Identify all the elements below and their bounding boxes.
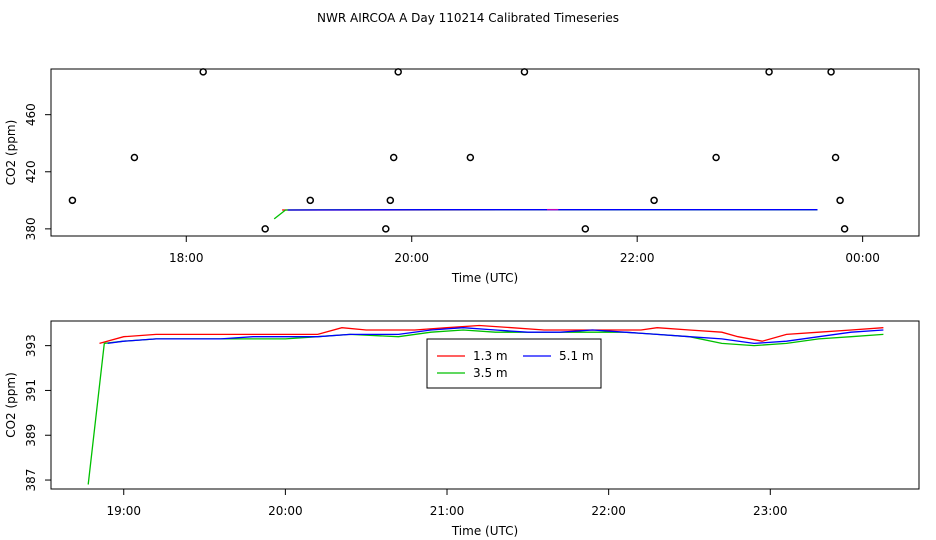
data-point (199, 68, 207, 76)
data-point (466, 153, 475, 162)
y-axis-title: CO2 (ppm) (4, 372, 18, 438)
x-tick-label: 23:00 (753, 504, 788, 518)
chart-title: NWR AIRCOA A Day 110214 Calibrated Times… (317, 11, 619, 25)
data-point (306, 196, 315, 205)
x-tick-label: 20:00 (394, 251, 429, 265)
data-point (827, 68, 835, 76)
y-tick-label: 389 (24, 424, 38, 447)
x-axis-title: Time (UTC) (451, 524, 518, 538)
series-line (99, 324, 884, 345)
top-panel: 18:00 20:00 22:00 00:00 380 420 460 Time (UTC) C… (4, 68, 920, 285)
x-tick-label: 00:00 (845, 251, 880, 265)
data-point (836, 196, 844, 205)
plot-frame (50, 320, 920, 490)
y-tick-label: 420 (24, 160, 38, 183)
y-tick-label: 393 (24, 334, 38, 357)
legend-label: 3.5 m (473, 366, 508, 380)
data-point (261, 225, 269, 233)
series-line (107, 327, 884, 345)
plot-frame (50, 68, 920, 237)
x-tick-label: 22:00 (620, 251, 655, 265)
y-axis-title: CO2 (ppm) (4, 120, 18, 186)
data-point (130, 153, 139, 162)
bottom-panel: 19:00 20:00 21:00 22:00 23:00 387 389 391 393 Tim… (4, 320, 920, 538)
y-tick-label: 387 (24, 469, 38, 492)
data-point (831, 153, 840, 162)
data-point (382, 225, 390, 233)
x-tick-label: 22:00 (591, 504, 626, 518)
x-tick-label: 21:00 (430, 504, 465, 518)
y-tick-label: 391 (24, 379, 38, 402)
data-point (765, 68, 773, 76)
legend-label: 1.3 m (473, 349, 508, 363)
data-point (581, 225, 590, 233)
y-tick-label: 380 (24, 217, 38, 240)
data-point (520, 68, 529, 76)
data-point (712, 153, 720, 162)
x-tick-label: 20:00 (268, 504, 303, 518)
y-tick-label: 460 (24, 103, 38, 126)
x-tick-label: 19:00 (106, 504, 141, 518)
x-tick-label: 18:00 (169, 251, 204, 265)
data-point (394, 68, 402, 76)
series-line (273, 209, 818, 220)
data-point (650, 196, 658, 205)
legend-box (426, 338, 602, 389)
x-axis-title: Time (UTC) (451, 271, 518, 285)
data-point (68, 196, 77, 205)
data-point (389, 153, 398, 162)
data-point (386, 196, 395, 205)
legend-label: 5.1 m (559, 349, 594, 363)
data-point (840, 225, 849, 233)
